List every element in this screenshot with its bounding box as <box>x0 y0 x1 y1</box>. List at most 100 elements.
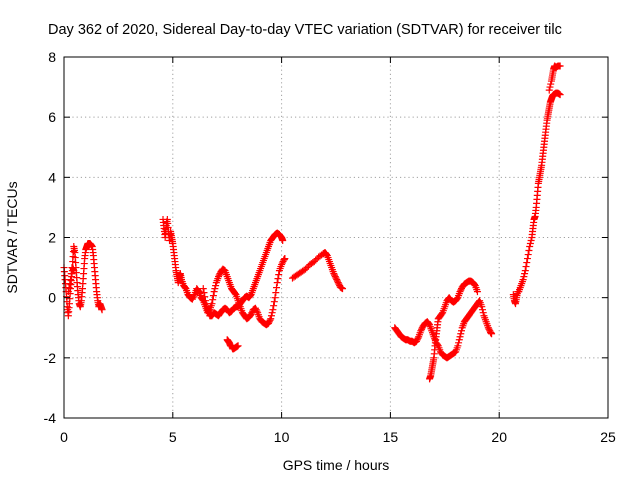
data-point <box>479 309 487 317</box>
data-point <box>214 273 222 281</box>
data-point <box>278 259 286 267</box>
data-point <box>454 342 462 350</box>
data-point <box>201 297 209 305</box>
data-point <box>67 270 75 278</box>
data-point <box>215 271 223 279</box>
data-point <box>270 302 278 310</box>
series-arc-8 <box>426 277 481 383</box>
data-point <box>425 320 433 328</box>
x-tick-label: 5 <box>169 429 177 445</box>
data-point <box>274 275 282 283</box>
data-point <box>278 261 286 269</box>
data-point <box>455 336 463 344</box>
grid <box>64 57 608 418</box>
data-point <box>272 289 280 297</box>
data-point <box>269 306 277 314</box>
data-point <box>332 274 340 282</box>
data-point <box>521 267 529 275</box>
data-point <box>457 330 465 338</box>
data-point <box>189 294 197 302</box>
data-point <box>334 279 342 287</box>
data-point <box>98 306 106 314</box>
data-point <box>418 325 426 333</box>
data-point <box>252 306 260 314</box>
x-tick-label: 15 <box>383 429 399 445</box>
y-tick-label: 2 <box>48 230 56 246</box>
data-point <box>414 334 422 342</box>
data-point <box>209 292 217 300</box>
data-point <box>199 285 207 293</box>
data-point <box>526 240 534 248</box>
data-point <box>247 310 255 318</box>
data-point <box>275 271 283 279</box>
data-point <box>65 284 73 292</box>
data-point <box>520 273 528 281</box>
y-axis-label: SDTVAR / TECUs <box>4 181 20 293</box>
data-point <box>271 294 279 302</box>
data-point <box>413 337 421 345</box>
data-point <box>251 304 259 312</box>
data-point <box>212 282 220 290</box>
data-point <box>525 247 533 255</box>
data-point <box>438 310 446 318</box>
data-point <box>88 242 96 250</box>
data-point <box>413 336 421 344</box>
data-point <box>265 318 273 326</box>
data-point <box>523 255 531 263</box>
data-point <box>339 285 347 293</box>
data-point <box>527 237 535 245</box>
series-arc-4 <box>199 229 287 320</box>
data-point <box>66 280 74 288</box>
y-tick-label: -2 <box>44 350 57 366</box>
data-point <box>331 273 339 281</box>
data-point <box>246 292 254 300</box>
data-point <box>417 327 425 335</box>
data-point <box>519 276 527 284</box>
data-point <box>453 295 461 303</box>
data-point <box>524 251 532 259</box>
x-tick-label: 10 <box>274 429 290 445</box>
data-point <box>267 312 275 320</box>
data-point <box>523 259 531 267</box>
data-point <box>190 292 198 300</box>
data-point <box>457 327 465 335</box>
data-point <box>473 288 481 296</box>
x-tick-label: 0 <box>60 429 68 445</box>
series-arc-6 <box>288 249 347 293</box>
data-point <box>333 276 341 284</box>
data-point <box>234 342 242 350</box>
data-point <box>478 303 486 311</box>
data-point <box>181 284 189 292</box>
y-tick-label: 4 <box>48 169 56 185</box>
data-point <box>456 288 464 296</box>
x-tick-label: 20 <box>491 429 507 445</box>
data-point <box>556 62 564 70</box>
data-point <box>455 339 463 347</box>
data-point <box>270 298 278 306</box>
data-point <box>323 251 331 259</box>
data-point <box>266 316 274 324</box>
data-point <box>281 255 289 263</box>
axis-ticks: 0 5 10 15 20 25 -4 -2 0 2 4 6 8 <box>44 49 616 445</box>
data-point <box>273 279 281 287</box>
data-point <box>279 237 287 245</box>
y-tick-label: -4 <box>44 410 57 426</box>
data-point <box>545 86 553 94</box>
data-point <box>203 303 211 311</box>
data-point <box>273 284 281 292</box>
data-point <box>331 271 339 279</box>
data-point <box>209 296 217 304</box>
data-point <box>457 286 465 294</box>
x-tick-label: 25 <box>600 429 616 445</box>
y-tick-label: 8 <box>48 49 56 65</box>
data-point <box>526 243 534 251</box>
data-point <box>456 333 464 341</box>
data-point <box>253 307 261 315</box>
data-point <box>67 276 75 284</box>
data-point <box>335 280 343 288</box>
data-point <box>333 277 341 285</box>
data-point <box>484 324 492 332</box>
data-point <box>556 91 564 99</box>
data-point <box>202 300 210 308</box>
